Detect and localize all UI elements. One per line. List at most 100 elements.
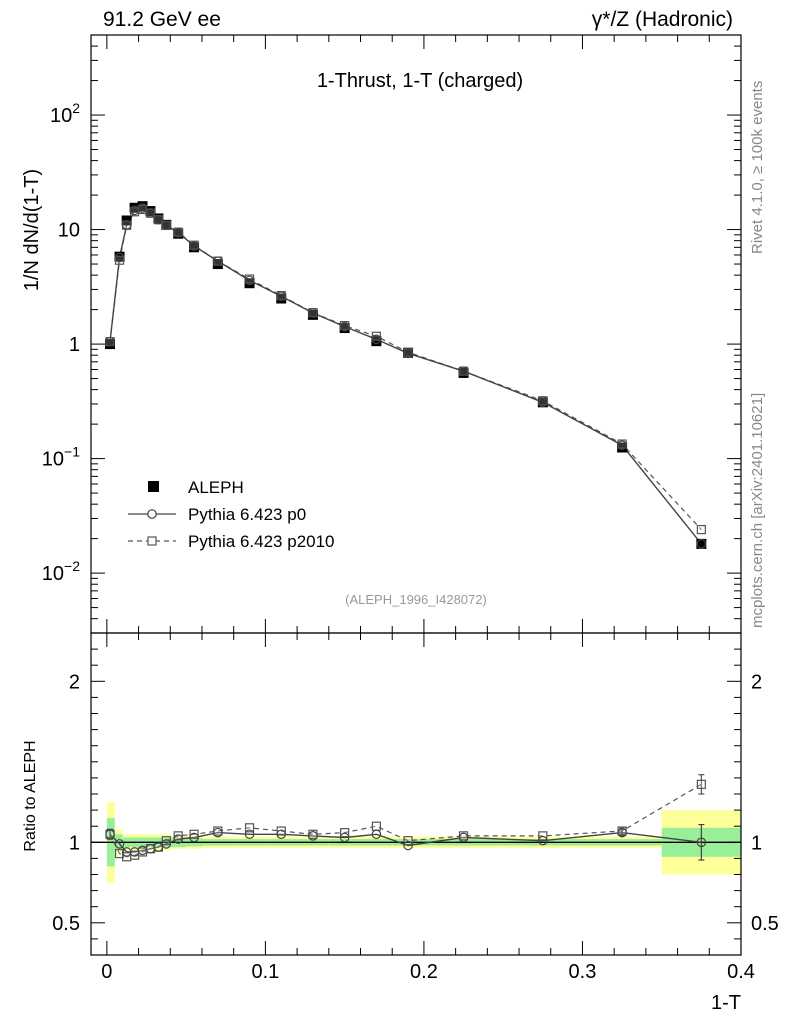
ratio-p0-marker (617, 827, 627, 838)
aleph-data-point (105, 339, 116, 350)
analysis-tag: (ALEPH_1996_I428072) (345, 592, 487, 607)
ratio-p2010-marker (173, 831, 183, 841)
ratio-series (105, 774, 707, 862)
p2010-marker (371, 331, 381, 341)
ratio-p2010-marker (189, 829, 199, 839)
aleph-data-point (189, 242, 200, 253)
legend-p0-marker (147, 509, 157, 519)
aleph-data-point (145, 206, 156, 217)
p0-marker (403, 348, 413, 359)
ratio-y-tick-label-left: 2 (69, 671, 80, 693)
p0-marker (105, 336, 115, 347)
aleph-data-point (339, 323, 350, 334)
ratio-y-tick-label-left: 1 (69, 832, 80, 854)
ratio-p0-marker (105, 829, 115, 840)
ratio-p2010-marker (403, 836, 413, 846)
legend: ALEPH Pythia 6.423 p0 Pythia 6.423 p2010 (128, 478, 335, 551)
main-y-tick-label: 10 (58, 220, 80, 242)
aleph-data-point (537, 397, 548, 408)
aleph-data-point (371, 336, 382, 347)
p0-marker (153, 214, 164, 225)
main-y-ticks: 10−2 10−1 1 10 102 (42, 34, 742, 634)
ratio-p0-marker (153, 842, 164, 852)
header-left: 91.2 GeV ee (103, 8, 221, 31)
ratio-frame (90, 632, 742, 956)
ratio-y-tick-label-right: 0.5 (751, 913, 779, 935)
main-y-tick-label: 10−2 (42, 558, 80, 585)
p0-marker (244, 275, 255, 286)
main-panel: 1-Thrust, 1-T (charged) (ALEPH_1996_I428… (21, 34, 742, 634)
p2010-marker (114, 255, 125, 265)
aleph-data-point (403, 347, 414, 358)
ratio-p0-marker (161, 839, 172, 849)
p0-marker (339, 321, 350, 332)
legend-p2010-marker (147, 536, 157, 546)
ratio-p0-marker (458, 832, 469, 843)
p0-marker (137, 203, 148, 213)
main-series (105, 201, 707, 549)
p0-marker (189, 241, 199, 251)
ratio-line-p2010 (109, 783, 702, 858)
ratio-p2010-marker (161, 836, 171, 846)
ratio-p0-marker (371, 829, 382, 840)
ratio-p0-marker (308, 831, 318, 841)
legend-aleph-marker (148, 481, 159, 492)
p0-marker (121, 220, 132, 230)
mcplots-label: mcplots.cern.ch [arXiv:2401.10621] (749, 393, 766, 628)
aleph-data-point (161, 219, 172, 230)
legend-entry-label: ALEPH (188, 478, 244, 497)
p0-marker (213, 256, 223, 266)
p0-marker (173, 227, 183, 238)
p0-marker (458, 366, 469, 376)
x-tick-label: 0.1 (251, 961, 279, 983)
ratio-panel: 0.5 0.5 1 1 2 2 0 0.1 0.2 0.3 0.4 Ratio to ALEPH 1… (22, 632, 779, 1014)
aleph-data-point (458, 367, 469, 378)
aleph-data-point (153, 213, 164, 224)
ratio-p0-marker (173, 834, 183, 844)
ratio-p2010-marker (114, 848, 125, 859)
legend-entry-label: Pythia 6.423 p0 (188, 505, 306, 524)
x-axis-label: 1-T (711, 992, 741, 1014)
ratio-p0-marker (244, 829, 255, 840)
ratio-p0-marker (403, 840, 413, 851)
rivet-version-label: Rivet 4.1.0, ≥ 100k events (749, 81, 766, 254)
ratio-p2010-marker (122, 852, 132, 862)
x-tick-label: 0.2 (410, 961, 438, 983)
main-y-axis-label: 1/N dN/d(1-T) (21, 169, 43, 291)
p0-marker (276, 291, 287, 301)
x-tick-label: 0.4 (727, 961, 755, 983)
ratio-p0-marker (339, 832, 350, 843)
p0-marker (308, 308, 318, 318)
main-y-tick-label: 10−1 (42, 444, 80, 471)
ratio-p0-marker (276, 829, 287, 840)
header-right: γ*/Z (Hadronic) (592, 8, 733, 31)
ratio-p0-marker (189, 832, 199, 843)
aleph-data-point (276, 293, 287, 304)
ratio-p0-marker (114, 839, 125, 849)
aleph-data-point (307, 309, 318, 320)
ratio-uncertainty-bands (91, 802, 741, 883)
ratio-p2010-marker (340, 828, 350, 838)
ratio-y-axis-label: Ratio to ALEPH (22, 740, 39, 851)
main-y-tick-label: 102 (50, 100, 80, 127)
p0-marker (145, 208, 156, 218)
p0-marker (371, 334, 382, 345)
ratio-p2010-marker (276, 826, 286, 836)
aleph-data-point (212, 259, 223, 270)
ratio-p0-marker (213, 827, 223, 838)
ratio-p0-marker (538, 835, 548, 846)
ratio-p0-marker (696, 837, 707, 848)
p2010-marker (696, 524, 706, 535)
ratio-ticks: 0.5 0.5 1 1 2 2 0 0.1 0.2 0.3 0.4 (52, 633, 779, 983)
main-title: 1-Thrust, 1-T (charged) (317, 70, 523, 92)
p0-marker (114, 252, 125, 263)
ratio-p2010-marker (538, 831, 548, 841)
p0-marker (696, 539, 707, 549)
ratio-y-tick-label-right: 2 (751, 671, 762, 693)
ratio-y-tick-label-right: 1 (751, 832, 762, 854)
x-tick-label: 0 (101, 961, 112, 983)
ratio-p2010-marker (371, 821, 381, 831)
aleph-data-point (173, 228, 184, 239)
p0-marker (161, 220, 172, 231)
